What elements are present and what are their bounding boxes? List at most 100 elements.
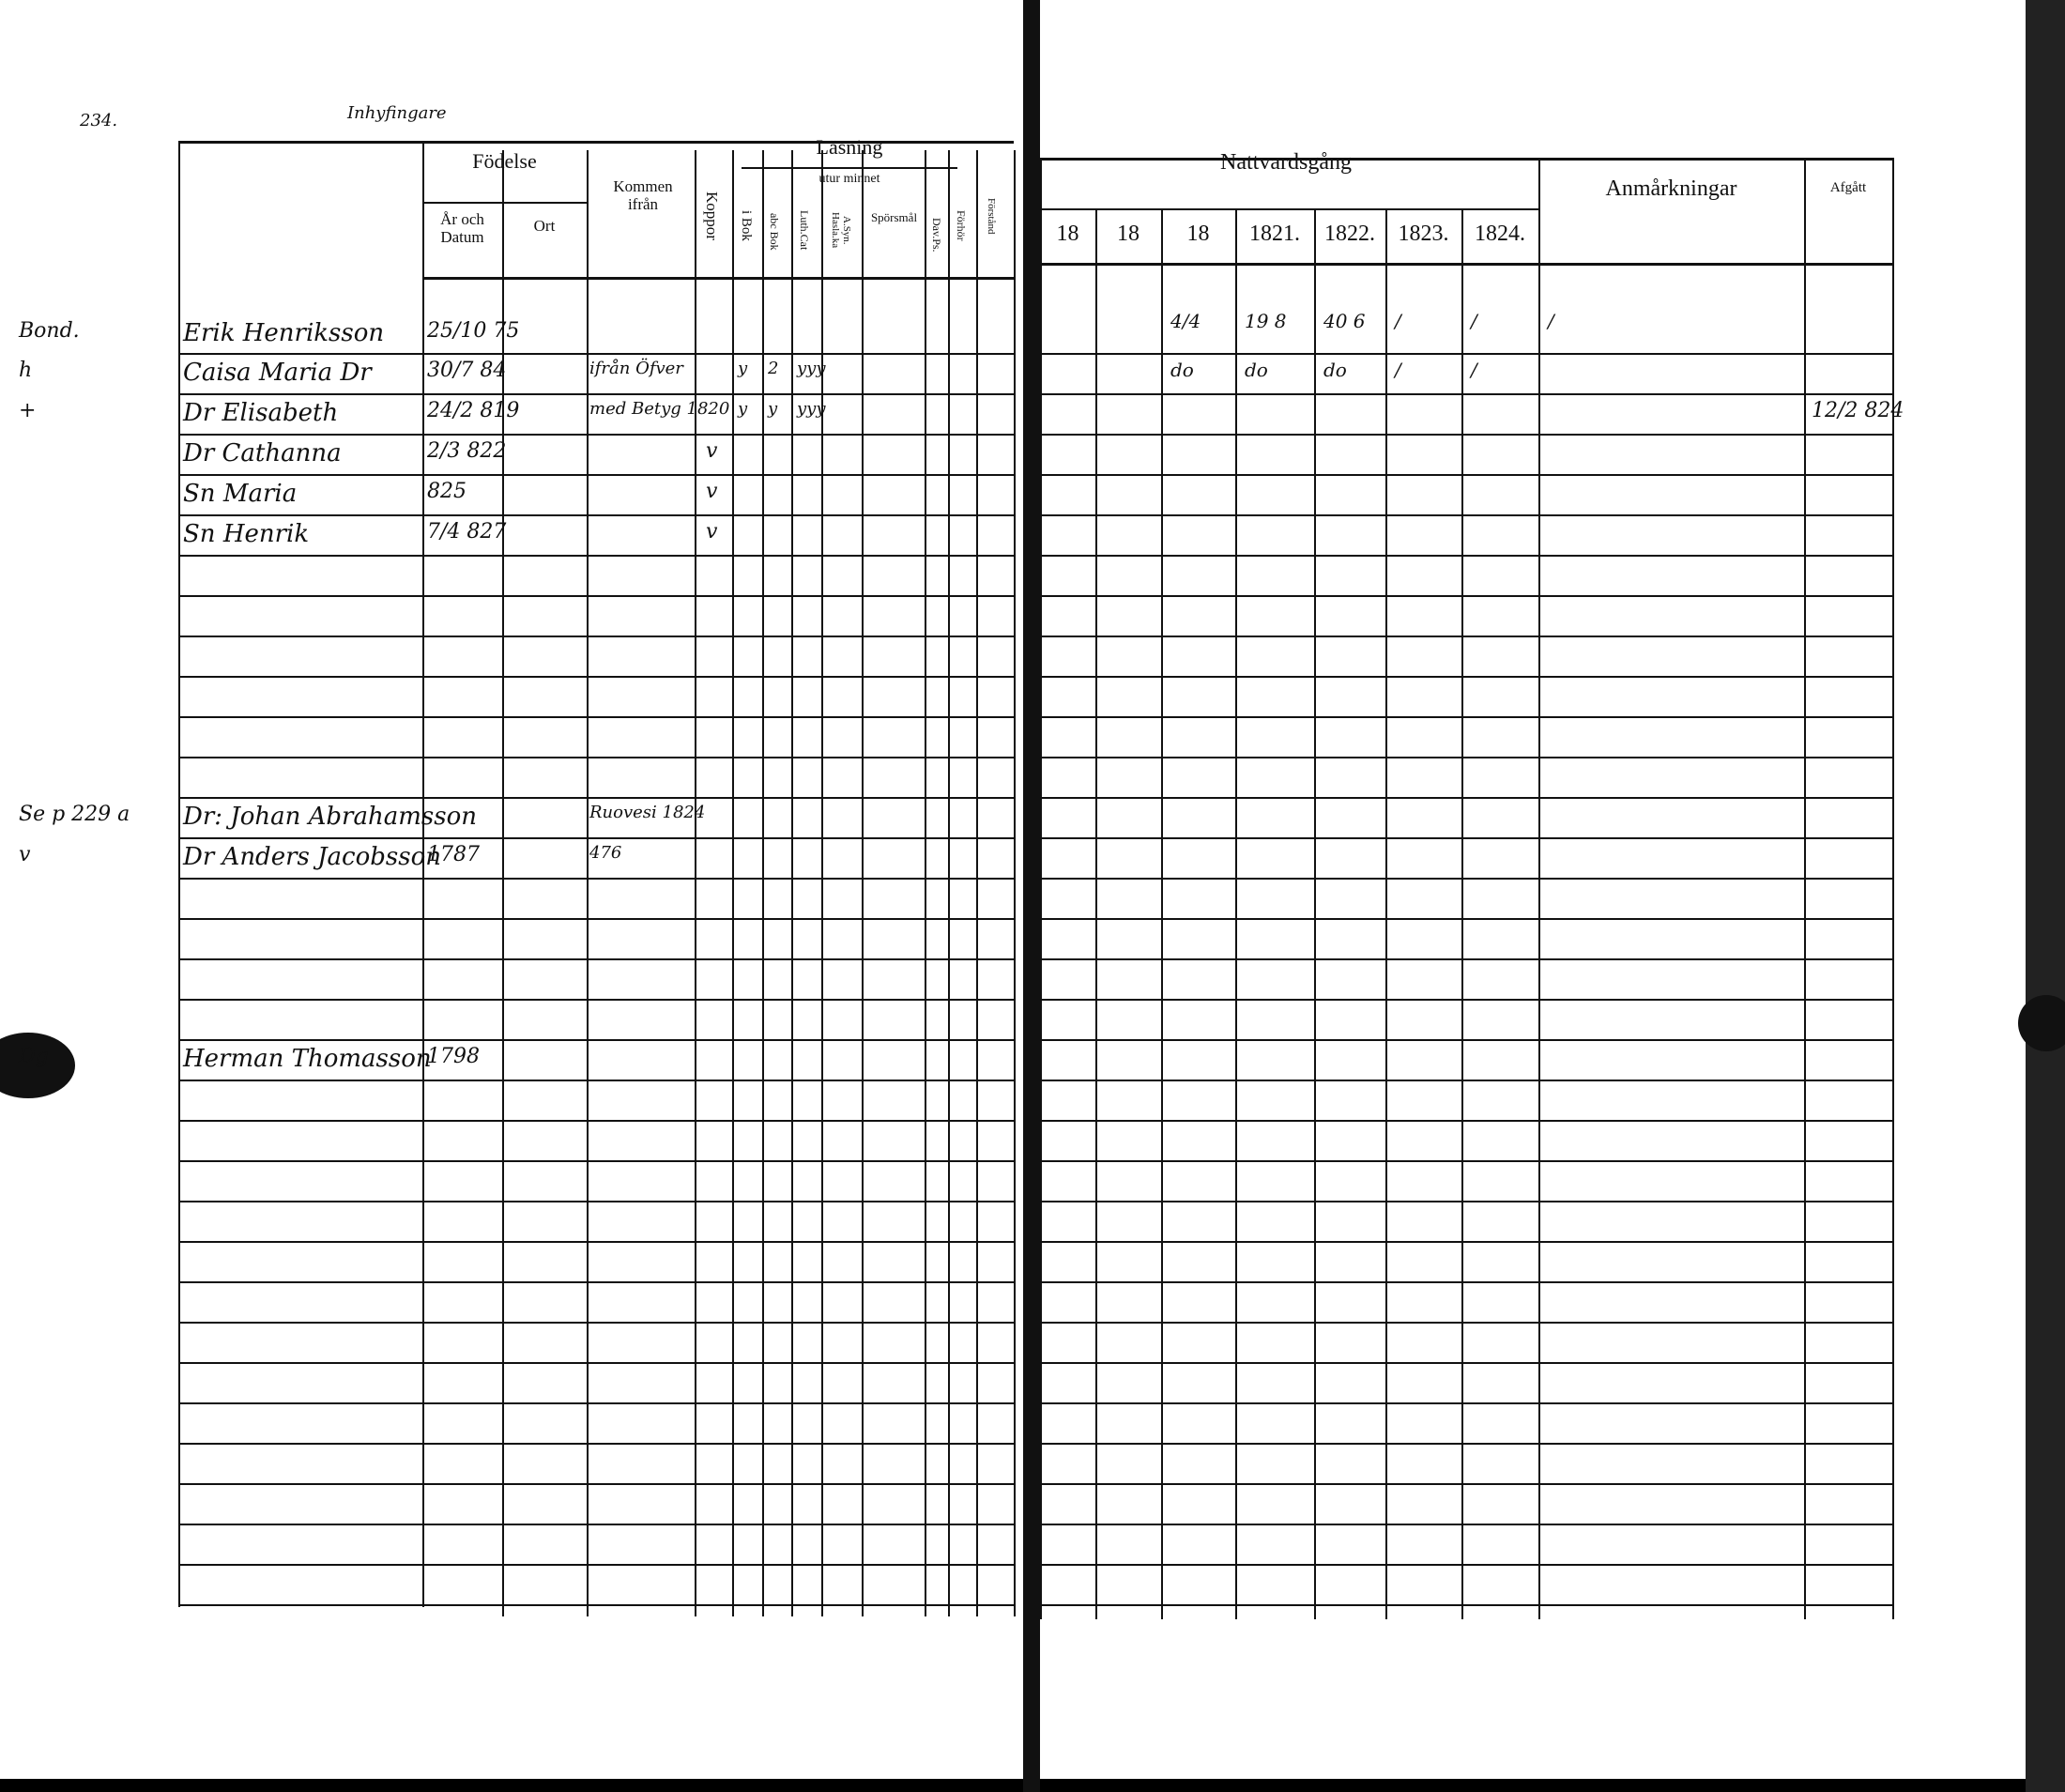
row-line	[178, 1362, 1014, 1364]
row-line-right	[1040, 555, 1892, 557]
column-line	[695, 150, 696, 1616]
column-line-right	[1385, 208, 1387, 1619]
header-bottom-border	[422, 277, 1014, 280]
row-line	[178, 999, 1014, 1001]
column-line	[925, 150, 926, 1616]
communion-mark: 40 6	[1323, 310, 1366, 332]
row-line-right	[1040, 1160, 1892, 1162]
column-line-right	[1161, 208, 1163, 1619]
header-in-book: i Bok	[739, 209, 754, 241]
communion-mark: /	[1471, 359, 1477, 381]
column-line	[502, 150, 504, 1616]
row-line	[178, 958, 1014, 960]
header-abc-book: abc Bok	[768, 213, 781, 251]
came-from: ifrån Öfver	[589, 359, 683, 378]
left-page	[0, 0, 1023, 1779]
birth-date: 24/2 819	[427, 399, 520, 422]
birth-date: 2/3 822	[427, 439, 507, 463]
row-line-right	[1040, 1281, 1892, 1283]
row-line	[178, 1039, 1014, 1041]
row-line	[178, 434, 1014, 436]
row-line	[178, 1080, 1014, 1081]
column-line	[791, 150, 793, 1616]
row-line-right	[1040, 353, 1892, 355]
row-line-right	[1040, 878, 1892, 880]
margin-note: Se p 229 a	[19, 803, 130, 826]
departed-date: 12/2 824	[1812, 399, 1904, 422]
header-year-6: 1824.	[1475, 222, 1525, 246]
row-line	[178, 595, 1014, 597]
header-year-5: 1823.	[1398, 222, 1449, 246]
row-line-right	[1040, 636, 1892, 637]
row-line	[178, 676, 1014, 678]
row-line	[178, 1483, 1014, 1485]
person-name: Herman Thomasson	[183, 1045, 432, 1073]
header-reading: Läsning	[816, 135, 883, 159]
right-page	[1040, 0, 2026, 1779]
communion-mark: /	[1471, 310, 1477, 332]
person-name: Sn Henrik	[183, 520, 310, 548]
row-line-right	[1040, 1362, 1892, 1364]
header-remarks: Anmårkningar	[1605, 176, 1737, 201]
row-line-right	[1040, 999, 1892, 1001]
header-year-3: 1821.	[1249, 222, 1300, 246]
row-line-right	[1040, 474, 1892, 476]
row-line	[178, 1564, 1014, 1566]
margin-note: h	[19, 359, 33, 382]
binding-clip	[0, 1033, 75, 1098]
row-line-right	[1040, 757, 1892, 758]
row-line	[178, 1201, 1014, 1202]
column-line-right	[1040, 158, 1042, 1619]
column-line-right	[1892, 158, 1894, 1619]
row-line	[178, 757, 1014, 758]
person-name: Sn Maria	[183, 480, 298, 508]
row-line	[178, 716, 1014, 718]
communion-subheader-line	[1040, 208, 1538, 210]
row-line-right	[1040, 1080, 1892, 1081]
reading-mark: yyy	[797, 359, 826, 378]
communion-mark: do	[1245, 359, 1268, 381]
birth-date: 30/7 84	[427, 359, 507, 382]
reading-mark: y	[738, 399, 748, 419]
row-line-right	[1040, 1564, 1892, 1566]
smallpox-mark: v	[706, 520, 718, 544]
row-line-right	[1040, 1039, 1892, 1041]
binding-clip-right	[2018, 995, 2065, 1051]
header-bottom-border-right	[1040, 263, 1892, 266]
margin-note: +	[19, 399, 37, 422]
header-year-date: År och Datum	[440, 210, 484, 246]
row-line-right	[1040, 676, 1892, 678]
column-line	[821, 150, 823, 1616]
column-line	[762, 150, 764, 1616]
birth-date: 1787	[427, 843, 480, 866]
table-top-border-right	[1040, 158, 1892, 161]
birth-subheader-line	[422, 202, 587, 204]
row-line	[178, 1120, 1014, 1122]
book-edge	[2026, 0, 2065, 1792]
row-line	[178, 1241, 1014, 1243]
row-line-right	[1040, 958, 1892, 960]
person-name: Dr: Johan Abrahamsson	[183, 803, 477, 831]
reading-mark: 2	[768, 359, 779, 378]
row-line	[178, 1402, 1014, 1404]
person-name: Dr Anders Jacobsson	[183, 843, 441, 871]
communion-mark: do	[1170, 359, 1194, 381]
header-davids-psalms: Dav.Ps.	[930, 217, 943, 253]
row-line	[178, 393, 1014, 395]
reading-mark: y	[738, 359, 748, 378]
column-line-right	[1095, 208, 1097, 1619]
row-line	[178, 1281, 1014, 1283]
header-examination: Förhör	[955, 209, 968, 241]
row-line-right	[1040, 1483, 1892, 1485]
reading-mark: yyy	[797, 399, 826, 419]
row-line	[178, 1604, 1014, 1606]
birth-date: 7/4 827	[427, 520, 507, 544]
column-line	[178, 141, 180, 1607]
header-place: Ort	[533, 217, 556, 235]
row-line-right	[1040, 1322, 1892, 1324]
row-line-right	[1040, 434, 1892, 436]
row-line	[178, 1524, 1014, 1525]
communion-mark: do	[1323, 359, 1347, 381]
row-line-right	[1040, 1524, 1892, 1525]
header-departed: Afgått	[1829, 180, 1867, 195]
